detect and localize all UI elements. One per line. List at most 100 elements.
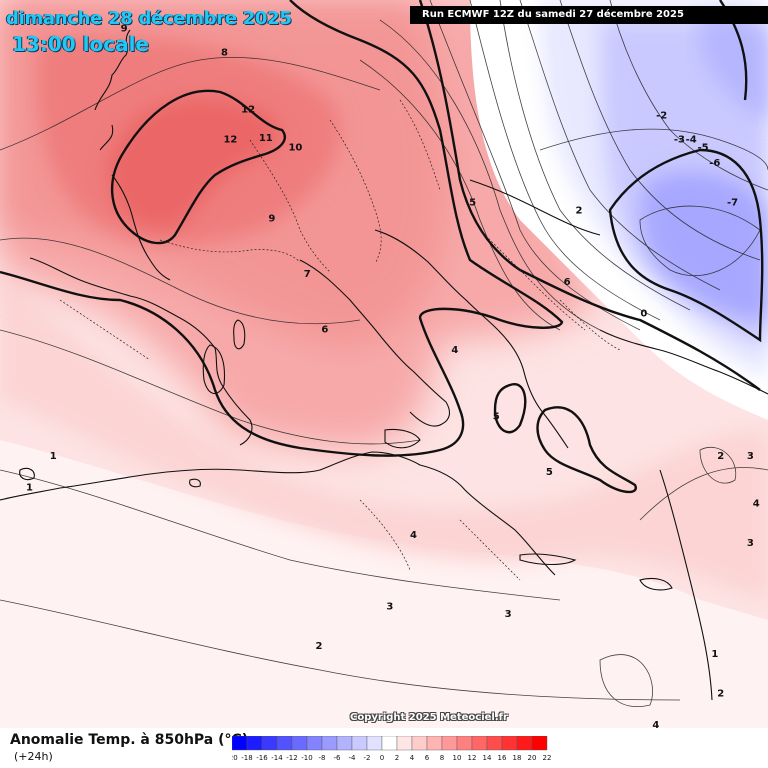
contour-label: 6 [321, 324, 328, 335]
contour-label: 5 [546, 467, 553, 478]
contour-neg5c [608, 148, 764, 343]
anomaly-band-2 [0, 440, 768, 728]
coastlines [0, 29, 768, 701]
contour-label: 12 [223, 134, 237, 145]
map-footer: Anomalie Temp. à 850hPa (°C) (+24h) -20-… [0, 728, 768, 768]
contour-label: 7 [304, 269, 311, 280]
contour-5c-loop2 [536, 406, 637, 494]
contour-label: 8 [221, 47, 228, 58]
legend-tick-label: -12 [286, 754, 297, 762]
legend-tick-label: -8 [319, 754, 326, 762]
legend-swatch [351, 736, 368, 751]
legend-tick-label: 4 [410, 754, 415, 762]
contour-label: 9 [268, 214, 275, 225]
contour-label: -4 [686, 134, 697, 145]
legend-swatch [396, 736, 413, 751]
contour-label: 5 [469, 198, 476, 209]
legend-tick-label: 16 [498, 754, 507, 762]
contour-label: -6 [709, 158, 720, 169]
legend-swatch [531, 736, 548, 751]
contour-label: 1 [50, 451, 57, 462]
legend-swatch [366, 736, 383, 751]
legend-tick-label: 22 [543, 754, 552, 762]
contour-label: 2 [717, 688, 724, 699]
contour-label: 2 [717, 451, 724, 462]
legend-tick-label: 14 [483, 754, 492, 762]
anomaly-band-neg8 [641, 172, 768, 320]
bold-contours [0, 0, 764, 494]
legend-tick-label: 8 [440, 754, 444, 762]
legend-tick-label: 18 [513, 754, 522, 762]
contour-label: 2 [316, 641, 323, 652]
legend-tick-label: -20 [232, 754, 238, 762]
contour-label: -3 [674, 134, 685, 145]
legend-tick-label: -14 [271, 754, 283, 762]
legend-swatch [261, 736, 278, 751]
contour-label: 3 [386, 601, 393, 612]
thin-contours [0, 0, 768, 707]
coastline-iberia [29, 257, 253, 446]
contour-label: 3 [747, 538, 754, 549]
anomaly-band-neg6b [700, 16, 768, 121]
contour-label: 6 [564, 277, 571, 288]
legend-swatch [336, 736, 353, 751]
anomaly-band-4 [0, 280, 768, 600]
anomaly-shading [0, 0, 768, 728]
coastline-sicily [384, 428, 421, 449]
contour-label: 4 [410, 530, 417, 541]
color-legend: -20-18-16-14-12-10-8-6-4-202468101214161… [232, 736, 562, 766]
legend-swatch [501, 736, 518, 751]
legend-tick-label: -4 [349, 754, 357, 762]
legend-swatch [276, 736, 293, 751]
coastline-france-atlantic [111, 174, 171, 281]
legend-tick-label: -18 [241, 754, 252, 762]
legend-swatch [441, 736, 458, 751]
forecast-date: dimanche 28 décembre 2025 [6, 8, 292, 29]
coastline-crete [519, 553, 577, 566]
legend-swatch [456, 736, 473, 751]
contour-label: 10 [288, 142, 302, 153]
coastline-greece [497, 329, 569, 449]
legend-swatch [426, 736, 443, 751]
contour-10c [111, 89, 286, 245]
copyright-text: Copyright 2025 Meteociel.fr [350, 712, 508, 723]
weather-map: 9 8 12 12 11 10 9 7 6 4 5 5 6 2 5 0 -2 -3 -4 -5 -6 -7 4 3 3 2 2 1 1 2… [0, 0, 768, 728]
legend-swatch [516, 736, 533, 751]
legend-tick-label: 20 [528, 754, 537, 762]
coastline-britain [94, 29, 131, 151]
variable-title: Anomalie Temp. à 850hPa (°C) [10, 732, 249, 748]
legend-swatch [291, 736, 308, 751]
contour-label: -7 [727, 198, 738, 209]
contour-5c-loop1 [493, 383, 527, 434]
legend-swatch [486, 736, 503, 751]
legend-swatch [246, 736, 263, 751]
contour-5c-west [0, 0, 564, 457]
anomaly-band-12 [108, 97, 280, 230]
legend-tick-label: -10 [301, 754, 312, 762]
legend-swatch [232, 736, 248, 751]
coastline-turkey [599, 329, 768, 395]
coastline-italy [299, 259, 451, 427]
legend-tick-label: -16 [256, 754, 268, 762]
contour-label: 1 [26, 483, 33, 494]
contour-label: 12 [241, 104, 255, 115]
coastline-sardinia [202, 344, 226, 394]
legend-swatch [306, 736, 323, 751]
legend-tick-label: 6 [425, 754, 430, 762]
coastline-balkans [469, 179, 601, 236]
borders [59, 99, 621, 581]
legend-swatch [321, 736, 338, 751]
contour-label: 4 [451, 345, 458, 356]
contour-label: 5 [493, 411, 500, 422]
coastline-balearic [189, 478, 201, 488]
contour-label: 4 [652, 720, 659, 728]
legend-swatch [381, 736, 398, 751]
legend-swatch [471, 736, 488, 751]
legend-tick-label: 10 [453, 754, 462, 762]
contour-label: 2 [576, 206, 583, 217]
model-run-banner: Run ECMWF 12Z du samedi 27 décembre 2025 [410, 6, 768, 24]
legend-tick-label: 12 [468, 754, 477, 762]
contour-label: -5 [697, 142, 708, 153]
legend-swatch [411, 736, 428, 751]
